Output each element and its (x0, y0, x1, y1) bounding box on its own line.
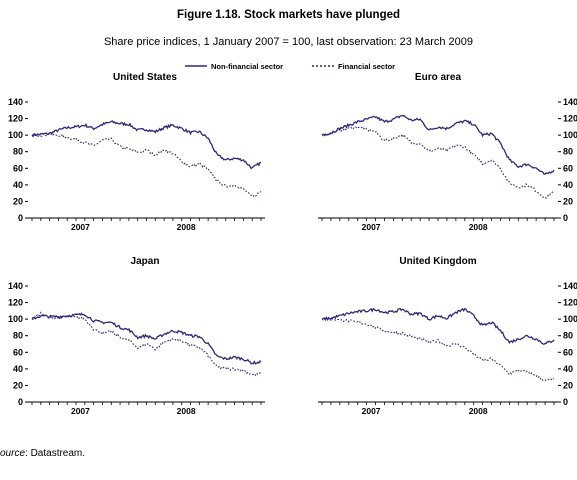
y-tick-label: 140 (563, 281, 577, 291)
y-tick-label: 60 (13, 163, 23, 173)
chart-title: United States (113, 72, 177, 83)
y-tick-label: 120 (8, 114, 23, 124)
legend-label-non-financial: Non-financial sector (211, 61, 284, 71)
figure-title: Figure 1.18. Stock markets have plunged (176, 9, 401, 21)
y-tick-label: 140 (8, 281, 23, 291)
legend-item-non-financial: Non-financial sector (185, 60, 283, 72)
chart-title: United Kingdom (399, 256, 476, 267)
y-tick-label: 60 (563, 347, 573, 357)
series-line-non-financial (31, 120, 261, 170)
legend: Non-financial sector Financial sector (0, 60, 577, 72)
year-label: 2008 (177, 222, 196, 232)
year-label: 2008 (469, 406, 488, 416)
series-line-financial (31, 132, 262, 198)
chart-panel-0: United States 0 20 40 60 80 100 120 140 2007 2008 (8, 72, 265, 232)
y-tick-label: 60 (13, 347, 23, 357)
series-line-financial (31, 311, 262, 377)
y-tick-label: 140 (8, 97, 23, 107)
y-tick-label: 40 (563, 364, 573, 374)
y-tick-label: 80 (13, 147, 23, 157)
y-tick-label: 80 (563, 331, 573, 341)
y-tick-label: 120 (563, 298, 577, 308)
legend-label-financial: Financial sector (338, 61, 396, 71)
series-line-non-financial (321, 114, 555, 175)
chart-panel-1: Euro area 0 20 40 60 80 100 120 140 2007 2008 (318, 72, 577, 232)
chart-title: Japan (131, 256, 160, 267)
y-tick-label: 40 (13, 180, 23, 190)
source-text: : Datastream. (25, 448, 86, 459)
y-tick-label: 80 (13, 331, 23, 341)
y-tick-label: 120 (8, 298, 23, 308)
series-line-financial (321, 317, 555, 382)
y-tick-label: 0 (18, 213, 23, 223)
y-tick-label: 120 (563, 114, 577, 124)
year-label: 2007 (71, 222, 90, 232)
legend-solid-line-icon (185, 65, 207, 67)
year-label: 2008 (469, 222, 488, 232)
year-label: 2007 (362, 222, 381, 232)
year-label: 2007 (71, 406, 90, 416)
y-tick-label: 0 (18, 397, 23, 407)
chart-panel-3: United Kingdom 0 20 40 60 80 100 120 140 2007 2008 (318, 256, 577, 416)
y-tick-label: 0 (563, 213, 568, 223)
chart-panel-2: Japan 0 20 40 60 80 100 120 140 2007 2008 (8, 256, 265, 416)
series-line-non-financial (31, 312, 262, 365)
y-tick-label: 20 (563, 380, 573, 390)
source-note: ource: Datastream. (0, 448, 85, 459)
y-tick-label: 0 (563, 397, 568, 407)
y-tick-label: 20 (13, 196, 23, 206)
y-tick-label: 140 (563, 97, 577, 107)
y-tick-label: 60 (563, 163, 573, 173)
y-tick-label: 20 (563, 196, 573, 206)
series-line-non-financial (321, 307, 555, 346)
y-tick-label: 80 (563, 147, 573, 157)
y-tick-label: 100 (563, 314, 577, 324)
y-tick-label: 40 (13, 364, 23, 374)
y-tick-label: 100 (563, 130, 577, 140)
legend-item-financial: Financial sector (312, 60, 395, 72)
figure-subtitle: Share price indices, 1 January 2007 = 10… (103, 36, 474, 48)
year-label: 2008 (177, 406, 196, 416)
chart-title: Euro area (415, 72, 462, 83)
series-line-financial (321, 125, 555, 200)
y-tick-label: 100 (8, 130, 23, 140)
y-tick-label: 100 (8, 314, 23, 324)
source-label: ource (0, 448, 26, 459)
y-tick-label: 20 (13, 380, 23, 390)
y-tick-label: 40 (563, 180, 573, 190)
year-label: 2007 (362, 406, 381, 416)
